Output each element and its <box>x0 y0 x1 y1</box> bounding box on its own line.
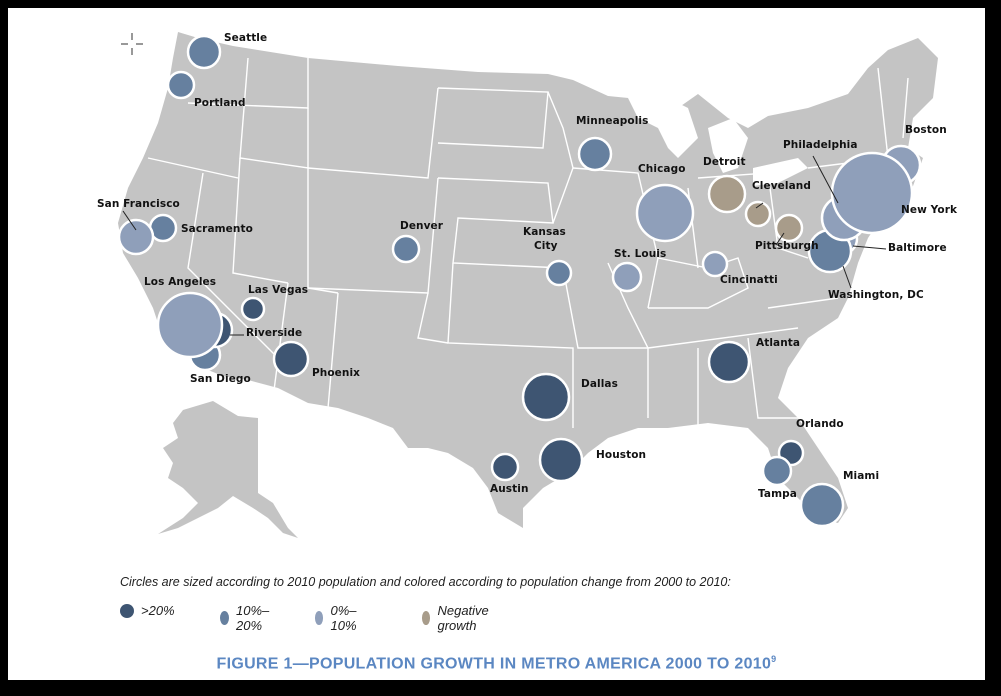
city-circle-chicago <box>635 183 695 243</box>
legend-label: 10%–20% <box>236 603 270 633</box>
city-label: Cincinatti <box>720 274 778 286</box>
figure-title: FIGURE 1—POPULATION GROWTH IN METRO AMER… <box>8 654 985 673</box>
city-label: Portland <box>194 97 246 109</box>
city-label: Miami <box>843 470 880 482</box>
city-circle-st-louis <box>611 261 643 293</box>
city-label: Dallas <box>581 378 618 390</box>
legend-item-0-10: 0%–10% <box>315 603 362 633</box>
city-label: Orlando <box>796 418 844 430</box>
city-circles-layer <box>117 34 922 528</box>
city-label: Philadelphia <box>783 139 858 151</box>
leader-lines <box>122 155 887 336</box>
city-label: Pittsburgh <box>755 240 819 252</box>
legend-item-negative: Negative growth <box>422 603 494 633</box>
figure-frame: Seattle Portland San Francisco Sacramento Lo… <box>8 8 985 680</box>
city-label: Baltimore <box>888 242 947 254</box>
city-circle-atlanta <box>707 340 751 384</box>
legend-swatch-dark-circle-icon <box>120 603 134 618</box>
city-label: St. Louis <box>614 248 667 260</box>
legend-label: 0%–10% <box>330 603 357 633</box>
city-label: City <box>534 240 558 252</box>
city-label: San Diego <box>190 373 251 385</box>
city-circle-tampa <box>761 455 793 487</box>
crosshair-cursor-icon <box>121 33 143 55</box>
great-lakes <box>628 93 808 186</box>
city-circle-portland <box>166 70 196 100</box>
city-circle-cincinatti <box>701 250 729 278</box>
city-label: Atlanta <box>756 337 801 349</box>
city-label: Riverside <box>246 327 303 339</box>
figure-title-text: FIGURE 1—POPULATION GROWTH IN METRO AMER… <box>216 655 772 673</box>
legend-swatch-light-circle-icon <box>315 611 324 625</box>
city-label: Washington, DC <box>828 289 924 301</box>
city-circle-dallas <box>521 372 571 422</box>
legend-item-10-20: 10%–20% <box>220 603 274 633</box>
legend-label: Negative growth <box>437 603 489 633</box>
legend-label: >20% <box>141 603 175 618</box>
legend-swatch-medium-circle-icon <box>220 611 230 625</box>
city-label: Sacramento <box>181 223 253 235</box>
city-circle-austin <box>490 452 520 482</box>
city-circle-detroit <box>707 174 747 214</box>
city-label: Boston <box>905 124 947 136</box>
city-circle-pittsburgh <box>774 213 804 243</box>
city-label: Chicago <box>638 163 686 175</box>
legend-item-gt20: >20% <box>120 603 175 618</box>
city-label: Los Angeles <box>144 276 217 288</box>
city-label: Las Vegas <box>248 284 309 296</box>
city-label: Cleveland <box>752 180 811 192</box>
legend-swatch-tan-circle-icon <box>422 611 431 625</box>
city-label: Denver <box>400 220 444 232</box>
city-circle-new-york <box>830 151 914 235</box>
alaska-land <box>158 401 298 538</box>
city-label: Minneapolis <box>576 115 649 127</box>
city-circle-cleveland <box>744 200 772 228</box>
city-label: Seattle <box>224 32 268 44</box>
city-label: New York <box>901 204 958 216</box>
city-circle-denver <box>391 234 421 264</box>
city-circle-kansas-city <box>545 259 573 287</box>
city-circle-houston <box>538 437 584 483</box>
city-label: San Francisco <box>97 198 180 210</box>
city-circle-las-vegas <box>240 296 266 322</box>
us-map <box>118 32 938 538</box>
city-circle-seattle <box>186 34 222 70</box>
city-label: Tampa <box>758 488 797 500</box>
state-borders <box>147 57 909 428</box>
city-label: Detroit <box>703 156 746 168</box>
city-circle-los-angeles <box>156 291 224 359</box>
city-label: Houston <box>596 449 647 461</box>
city-circle-miami <box>799 482 845 528</box>
city-label: Kansas <box>523 226 566 238</box>
city-label: Austin <box>490 483 529 495</box>
city-circle-minneapolis <box>577 136 613 172</box>
city-circle-phoenix <box>272 340 310 378</box>
city-label: Phoenix <box>312 367 361 379</box>
figure-caption: Circles are sized according to 2010 popu… <box>120 575 731 589</box>
figure-title-footnote: 9 <box>771 654 777 664</box>
city-circle-san-francisco <box>117 218 155 256</box>
